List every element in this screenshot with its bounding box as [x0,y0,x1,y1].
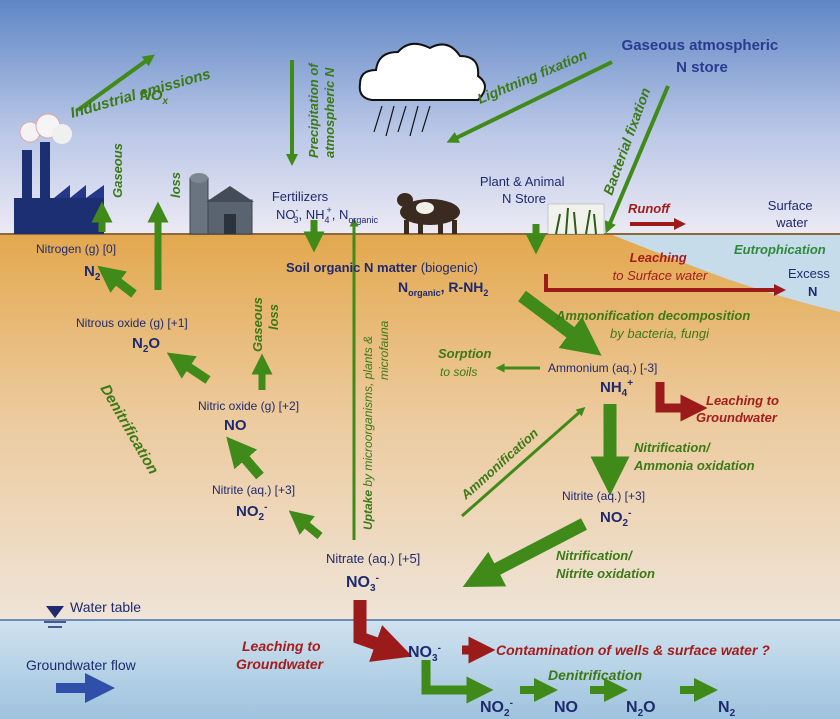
rain-cloud-icon [358,42,486,137]
soil-background [0,234,840,620]
nitrous-oxide-label: Nitrous oxide (g) [+1] [76,316,188,330]
ammonification-decomp-label: Ammonification decomposition [555,308,750,323]
nox-label: NOx [140,87,169,107]
chain-n2o-formula: N2O [626,699,656,719]
water-table-icon [44,606,66,628]
farm-icon [189,173,254,235]
arrow-bacterial [604,85,670,234]
nitric-oxide-label: Nitric oxide (g) [+2] [198,399,299,413]
red-arrows [353,218,786,664]
nitrite-right-label: Nitrite (aq.) [+3] [562,489,645,503]
factory-icon [14,113,104,234]
arrow-leaching-gw-right [655,382,708,422]
leaching-gw-right-label: Leaching to Groundwater [696,393,783,425]
plant-animal-store-label: Plant & Animal N Store [480,174,568,206]
arrow-ammonif-decomp [518,290,602,356]
arrow-no-to-n2o [166,352,211,384]
groundwater-background [0,620,840,719]
cow-icon [397,193,460,234]
nitrification-1-label: Nitrification/ Ammonia oxidation [633,440,755,473]
nitrite-left-label: Nitrite (aq.) [+3] [212,483,295,497]
nitrogen-gas-label: Nitrogen (g) [0] [36,242,116,256]
groundwater-flow-label: Groundwater flow [26,657,137,673]
no2-left-formula: NO2- [236,502,267,523]
green-arrows [76,54,718,704]
leaching-surface-label: Leaching to Surface water [613,250,708,283]
water-table-label: Water table [70,599,141,615]
gaseous-loss-2-label: Gaseous loss [250,293,281,352]
by-bacteria-label: by bacteria, fungi [610,326,710,341]
nh4-formula: NH4+ [600,378,633,399]
nitrification-2-label: Nitrification/ Nitrite oxidation [556,548,655,581]
ammonium-label: Ammonium (aq.) [-3] [548,361,657,375]
arrow-gw-denitrification [421,660,494,704]
nitrate-label: Nitrate (aq.) [+5] [326,551,420,566]
gaseous-store-label: Gaseous atmospheric N store [622,37,783,76]
chain-n2-formula: N2 [718,699,736,719]
excess-label: Excess [788,266,830,281]
no3-formula: NO3- [346,573,379,594]
eutrophication-label: Eutrophication [734,242,826,257]
arrow-no3-to-no2 [288,510,323,540]
arrow-n2o-to-n2 [97,265,137,298]
excess-n-label: N [808,284,817,299]
gaseous-loss-1-label: Gaseous loss [110,139,183,198]
arrow-no2-to-no [226,436,264,480]
n2o-formula: N2O [132,335,160,355]
gw-denitrification-label: Denitrification [548,667,642,683]
arrow-nitrification-2 [462,518,587,587]
to-soils-label: to soils [440,365,477,379]
precipitation-label: Precipitation of atmospheric N [306,60,337,158]
arrow-industrial-emissions [76,54,155,112]
chain-no2-formula: NO2- [480,698,513,719]
soil-organic-label: Soil organic N matter (biogenic) [286,260,478,275]
n2-formula: N2 [84,263,101,283]
no-formula: NO [224,417,247,434]
no2-right-formula: NO2- [600,508,631,529]
leaching-gw-left-label: Leaching to Groundwater [236,638,325,672]
arrow-lightning [446,60,613,143]
surface-water-label: Surface water [768,198,816,230]
arrow-ammonification [461,407,586,518]
fertilizer-formula: NO-3, NH4+, Norganic [276,205,378,225]
fertilizers-label: Fertilizers [272,189,329,204]
runoff-label: Runoff [628,201,671,216]
n-organic-formula: Norganic, R-NH2 [398,279,488,298]
gw-no3-formula: NO3- [408,643,441,664]
plants-icon [547,203,605,235]
arrow-leaching-surface [544,274,786,296]
microfauna-label: microfauna [377,320,391,380]
sorption-label: Sorption [438,346,491,361]
sky-background [0,0,840,234]
chain-no-formula: NO [554,699,578,716]
uptake-label: Uptake by microorganisms, plants & [361,336,375,530]
arrow-leaching-gw-left [353,600,413,662]
contamination-label: Contamination of wells & surface water ? [496,642,770,658]
